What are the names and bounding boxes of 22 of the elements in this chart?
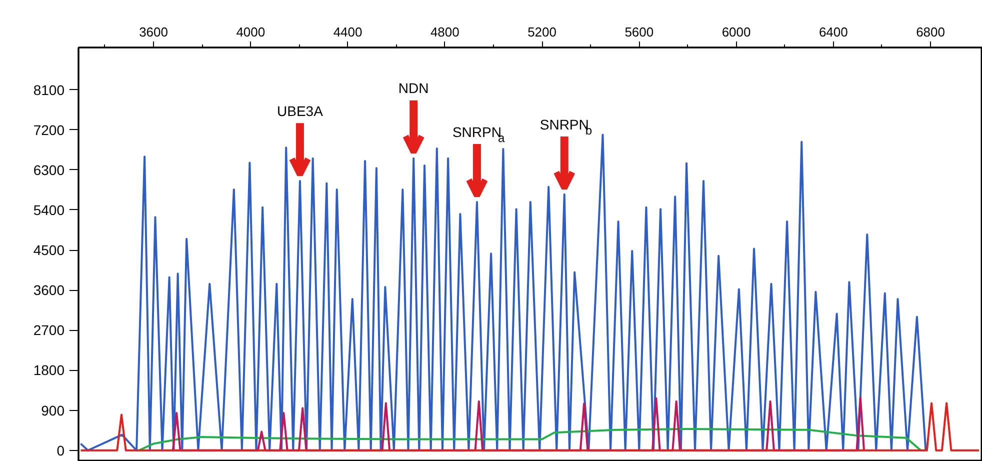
x-tick-label: 6000: [722, 24, 751, 40]
y-tick-label: 4500: [33, 242, 65, 258]
y-tick-label: 900: [41, 402, 65, 418]
annotation: NDN: [398, 80, 429, 96]
x-tick-label: 5200: [528, 24, 556, 40]
x-tick-label: 5600: [624, 24, 654, 40]
y-tick-label: 6300: [33, 162, 65, 178]
x-tick-label: 6400: [818, 24, 848, 40]
y-tick-label: 3600: [33, 282, 65, 298]
y-tick-label: 5400: [33, 202, 65, 218]
y-tick-label: 1800: [33, 362, 65, 378]
line-series: [138, 428, 922, 452]
x-tick-label: 3600: [139, 24, 168, 40]
y-tick-label: 7200: [33, 122, 65, 138]
y-tick-label: 2700: [33, 322, 65, 338]
y-tick-label: 8100: [33, 82, 65, 98]
annotation: UBE3A: [276, 102, 324, 119]
y-tick-label: 0: [56, 442, 65, 458]
x-tick-label: 4000: [236, 24, 266, 40]
x-tick-label: 4800: [430, 24, 460, 40]
x-tick-label: 4400: [333, 24, 362, 40]
x-tick-label: 6800: [916, 24, 945, 40]
